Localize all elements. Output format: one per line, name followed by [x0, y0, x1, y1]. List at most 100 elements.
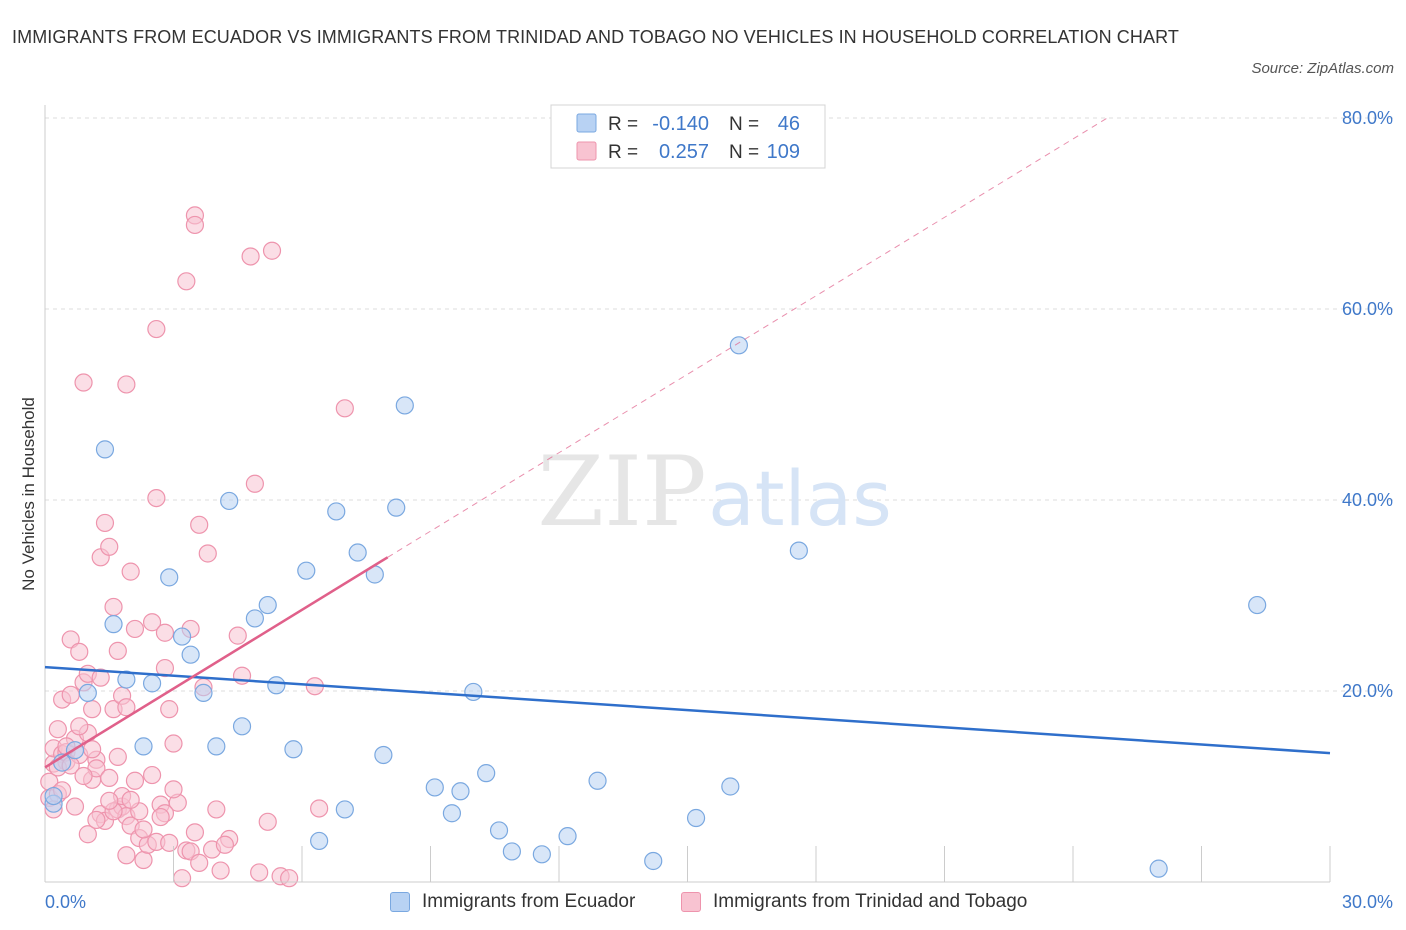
ecuador-point [502, 842, 521, 861]
stats-r-value-trinidad: 0.257 [659, 141, 709, 163]
ecuador-point [395, 396, 414, 415]
legend-item-trinidad[interactable]: Immigrants from Trinidad and Tobago [681, 888, 1027, 916]
ecuador-point [258, 595, 277, 615]
trinidad-point [190, 515, 209, 534]
ecuador-point [1248, 595, 1267, 615]
trinidad-point [185, 215, 205, 235]
stats-n-label-trinidad: N = [729, 142, 759, 163]
ecuador-point [451, 782, 470, 801]
trinidad-point [61, 685, 80, 704]
y-tick-label: 20.0% [1342, 681, 1393, 701]
trinidad-point [241, 247, 260, 266]
trinidad-point [70, 642, 89, 661]
ecuador-point [387, 498, 406, 517]
series-trinidad-points [40, 206, 354, 888]
trinidad-point [155, 658, 175, 678]
x-tick-label-max: 30.0% [1342, 892, 1393, 912]
trinidad-point [190, 853, 209, 873]
ecuador-point [425, 778, 444, 797]
x-tick-label-min: 0.0% [45, 892, 86, 912]
ecuador-point [220, 491, 239, 511]
trinidad-point [134, 850, 153, 870]
ecuador-point [588, 771, 607, 790]
ecuador-point [558, 827, 577, 846]
trinidad-point [91, 668, 110, 687]
trinidad-point [87, 810, 106, 830]
ecuador-point [172, 627, 192, 646]
ecuador-point [142, 674, 162, 693]
ecuador-point [644, 851, 663, 871]
trinidad-point [164, 734, 183, 753]
trinidad-point [164, 780, 183, 799]
trinidad-point [280, 869, 299, 888]
ecuador-point [464, 682, 483, 702]
ecuador-point [1149, 859, 1168, 878]
trinidad-point [155, 623, 175, 642]
stats-swatch-ecuador [576, 113, 597, 133]
trinidad-point [125, 771, 145, 790]
trinidad-point [207, 800, 226, 819]
y-tick-label: 60.0% [1342, 299, 1393, 319]
ecuador-point [194, 683, 213, 703]
y-axis-label: No Vehicles in Household [19, 397, 38, 591]
stats-r-label-ecuador: R = [608, 114, 638, 135]
ecuador-point [245, 609, 264, 628]
trinidad-point [78, 825, 97, 844]
ecuador-point [117, 670, 136, 689]
stats-r-value-ecuador: -0.140 [652, 113, 709, 135]
trinidad-point [335, 399, 354, 418]
ecuador-point [181, 645, 200, 664]
y-tick-label: 40.0% [1342, 490, 1393, 510]
trinidad-point [61, 630, 80, 649]
ecuador-point [297, 561, 316, 580]
grid-layer: 20.0% 40.0% 60.0% 80.0% [44, 105, 1393, 882]
trinidad-point [215, 835, 234, 854]
y-tick-label: 80.0% [1342, 108, 1393, 128]
trinidad-point [185, 823, 205, 842]
trinidad-point [74, 373, 93, 392]
trinidad-point [125, 619, 145, 639]
ecuador-point [267, 676, 286, 695]
ecuador-point [44, 786, 63, 806]
chart-title: IMMIGRANTS FROM ECUADOR VS IMMIGRANTS FR… [12, 27, 1179, 47]
trinidad-point [147, 319, 166, 339]
trinidad-point [134, 820, 153, 839]
watermark-zip: ZIP [537, 436, 706, 548]
trinidad-point [48, 720, 67, 739]
trinidad-point [121, 562, 140, 581]
trinidad-point [104, 597, 123, 617]
trend-layer [44, 117, 1331, 769]
trinidad-point [211, 861, 230, 880]
legend-label-ecuador: Immigrants from Ecuador [422, 891, 636, 912]
ecuador-point [335, 800, 354, 819]
trinidad-trend-extension [387, 117, 1108, 558]
trinidad-point [198, 544, 217, 563]
legend-swatch-trinidad [681, 892, 701, 912]
ecuador-point [327, 502, 346, 521]
trinidad-point [177, 272, 196, 291]
trinidad-point [83, 700, 102, 719]
stats-n-label-ecuador: N = [729, 114, 759, 135]
trinidad-trend-line [44, 556, 389, 769]
ecuador-point [284, 740, 303, 759]
legend-swatch-ecuador [390, 892, 410, 912]
ecuador-trend-line [44, 665, 1331, 755]
ecuador-point [477, 764, 496, 783]
trinidad-point [95, 513, 115, 533]
trinidad-point [65, 797, 85, 816]
trinidad-point [151, 807, 170, 827]
trinidad-point [100, 768, 119, 788]
ecuador-point [489, 821, 509, 840]
trinidad-point [117, 846, 136, 865]
trinidad-point [117, 698, 136, 717]
legend-item-ecuador[interactable]: Immigrants from Ecuador [390, 888, 635, 916]
trinidad-point [70, 717, 89, 736]
trinidad-point [160, 833, 179, 852]
trinidad-point [262, 241, 282, 260]
ecuador-point [95, 440, 115, 459]
stats-box: R = -0.140 N = 46 R = 0.257 N = 109 [550, 104, 826, 169]
trinidad-point [250, 863, 269, 882]
ecuador-point [442, 804, 462, 823]
ecuador-point [348, 543, 367, 562]
